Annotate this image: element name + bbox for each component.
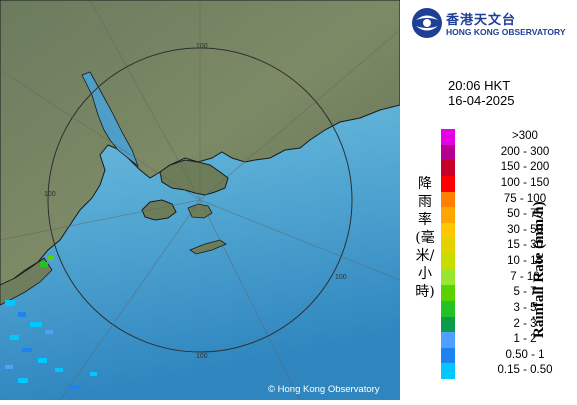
legend-label: 15 - 30 [507,239,543,252]
legend-label-list: >300 200 - 300 150 - 200 100 - 150 75 - 100 5… [480,129,570,379]
legend-label: 7 - 10 [510,270,540,283]
legend-color-scale [441,129,455,379]
radar-map: 100 100 100 100 © Hong Kong Observatory [0,0,401,401]
legend-swatch [441,363,455,379]
legend-label: 3 - 5 [513,301,537,314]
copyright-text: © Hong Kong Observatory [268,384,380,395]
hko-logo: 香港天文台 HONG KONG OBSERVATORY [410,6,575,42]
legend-label: 1 - 2 [513,333,537,346]
legend-swatch [441,332,455,348]
legend-swatch [441,316,455,333]
legend-label: 10 - 15 [507,255,543,267]
legend-swatch [441,175,455,192]
legend-swatch [441,191,455,208]
legend-swatch [441,160,455,176]
legend-label: >300 [512,130,538,142]
legend-swatch [441,285,455,301]
legend-label: 50 - 75 [507,208,543,221]
island-chain [189,239,227,255]
legend-title-en: Rainfall Rate (mm/h) [531,201,547,338]
time-label: 20:06 HKT [448,78,511,93]
legend-swatch [441,254,455,270]
legend-swatch [441,238,455,254]
timestamp: 20:06 HKT 16-04-2025 [448,78,515,108]
hko-logo-icon [412,8,442,38]
legend-label: 0.15 - 0.50 [497,364,553,377]
date-label: 16-04-2025 [448,93,515,108]
legend-swatch [441,144,455,161]
hong-kong-land [159,159,229,196]
legend-label: 75 - 100 [503,192,547,205]
legend-swatch [441,222,455,239]
legend-swatch [441,207,455,223]
range-label-south: 100 [196,353,208,360]
org-name-zh: 香港天文台 [446,13,517,28]
legend-label: 200 - 300 [500,145,550,158]
range-label-east: 100 [335,274,347,281]
legend-label: 100 - 150 [500,176,550,189]
legend-swatch [441,269,455,286]
legend-swatch [441,129,455,145]
legend-label: 5 - 7 [513,286,537,299]
lantau-island [141,199,177,221]
radar-map-svg: 100 100 100 100 [0,0,401,401]
legend-title-zh: 降雨率(毫米/小時) [415,176,435,300]
org-name-en: HONG KONG OBSERVATORY [446,27,566,37]
legend-panel: 香港天文台 HONG KONG OBSERVATORY 20:06 HKT 16… [400,0,577,400]
range-label-west: 100 [44,191,56,198]
radial-lines [0,0,401,401]
rain-echoes [5,256,97,389]
legend-label: 2 - 3 [513,317,537,330]
legend-swatch [441,347,455,364]
legend-label: 0.50 - 1 [505,348,545,361]
legend-label: 150 - 200 [500,161,550,174]
legend-label: 30 - 50 [507,223,543,236]
estuary [81,71,139,168]
island-south [187,203,213,219]
legend-swatch [441,300,455,317]
range-label-north: 100 [196,43,208,50]
